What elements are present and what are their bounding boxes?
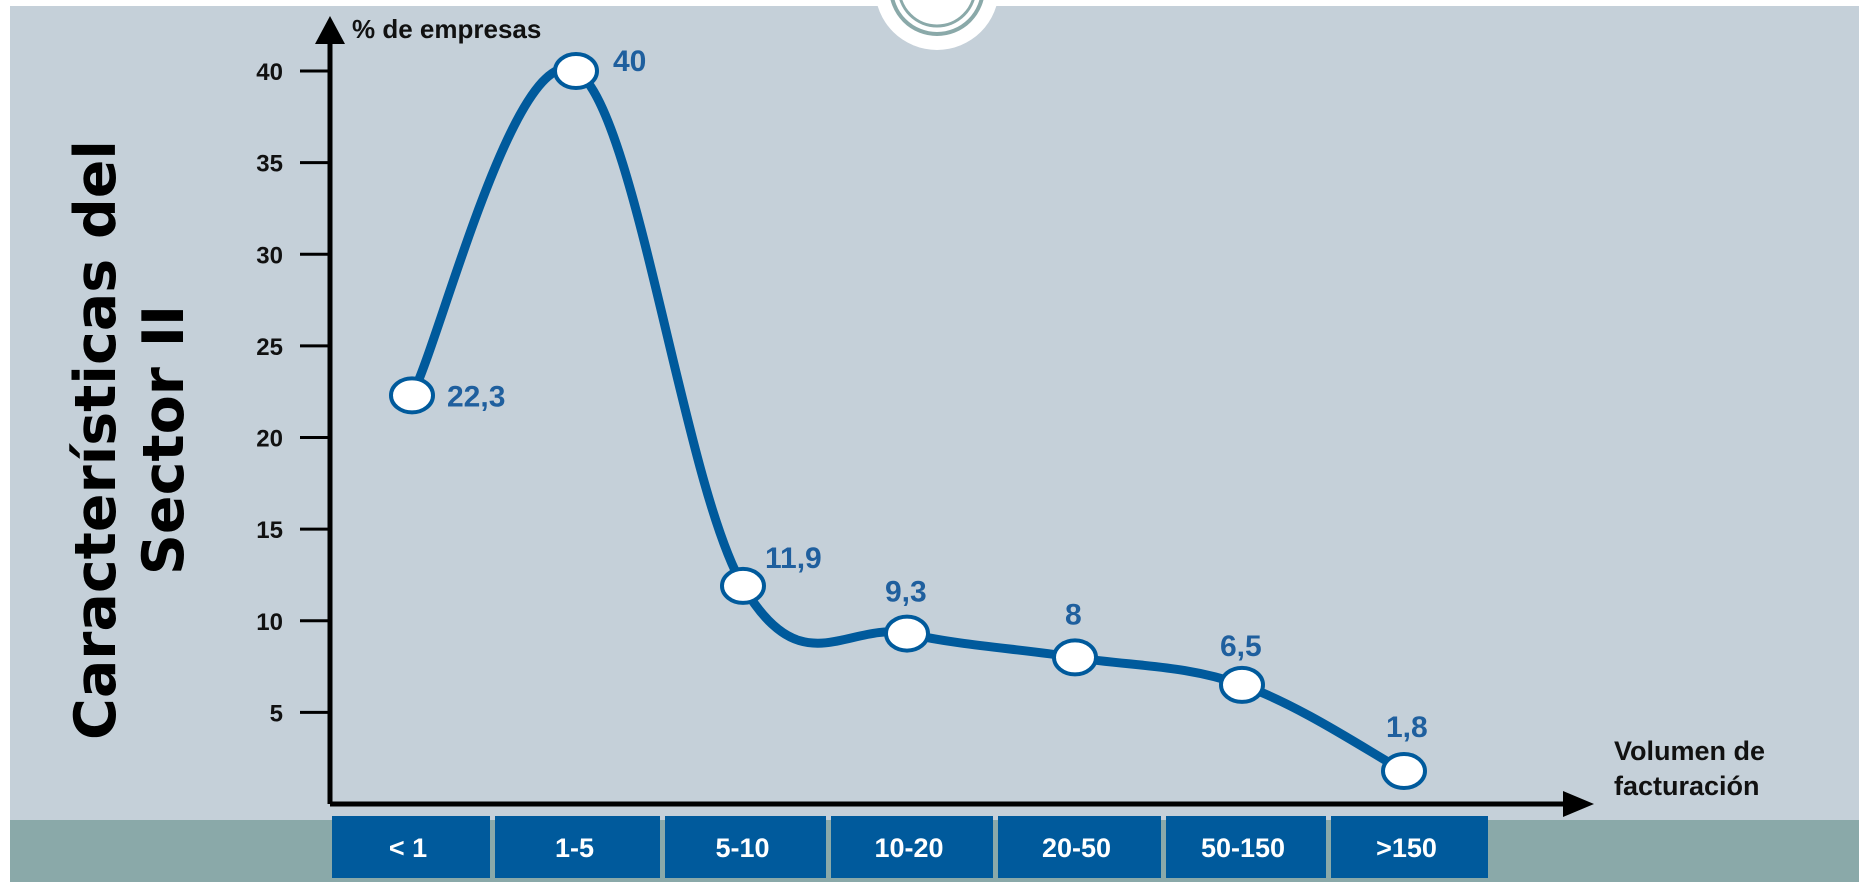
slide-title-line2: Sector II bbox=[131, 304, 197, 576]
series-line bbox=[407, 63, 1409, 776]
data-label: 8 bbox=[1065, 598, 1082, 631]
y-axis-arrow bbox=[315, 16, 345, 44]
y-tick-label: 30 bbox=[256, 242, 283, 269]
category-label: 5-10 bbox=[715, 833, 769, 863]
category-box bbox=[1331, 816, 1488, 878]
data-point bbox=[389, 376, 435, 415]
data-point bbox=[1219, 665, 1265, 704]
category-box bbox=[495, 816, 660, 878]
y-tick-label: 35 bbox=[256, 151, 283, 178]
category-box bbox=[831, 816, 993, 878]
data-point bbox=[553, 52, 599, 90]
category-label: 50-150 bbox=[1201, 833, 1285, 863]
data-point bbox=[1052, 638, 1098, 677]
y-tick-label: 40 bbox=[256, 59, 283, 86]
category-box bbox=[998, 816, 1161, 878]
data-point bbox=[884, 614, 930, 653]
left-border bbox=[0, 0, 10, 882]
data-point bbox=[1381, 752, 1427, 791]
category-label: 1-5 bbox=[555, 833, 594, 863]
x-axis-arrow bbox=[1563, 791, 1594, 817]
y-axis-label: % de empresas bbox=[352, 14, 541, 44]
x-axis-label: Volumen de facturación bbox=[1614, 734, 1844, 804]
category-box bbox=[332, 816, 490, 878]
y-tick-label: 5 bbox=[270, 700, 283, 727]
decorative-circle-ring bbox=[890, 0, 984, 36]
category-box bbox=[665, 816, 826, 878]
data-label: 11,9 bbox=[765, 542, 822, 575]
decorative-circle-ring-inner bbox=[899, 0, 975, 28]
y-tick-label: 10 bbox=[256, 609, 283, 636]
slide-title: Características del Sector II bbox=[0, 0, 260, 882]
y-tick-label: 15 bbox=[256, 517, 283, 544]
category-box bbox=[1166, 816, 1326, 878]
data-label: 6,5 bbox=[1220, 630, 1262, 663]
data-label: 22,3 bbox=[447, 380, 505, 413]
data-label: 40 bbox=[613, 45, 646, 78]
category-label: 10-20 bbox=[874, 833, 943, 863]
y-tick-label: 25 bbox=[256, 334, 283, 361]
category-label: < 1 bbox=[389, 833, 427, 863]
y-tick-label: 20 bbox=[256, 426, 283, 453]
slide-title-line1: Características del bbox=[63, 140, 129, 740]
category-label: 20-50 bbox=[1042, 833, 1111, 863]
data-label: 9,3 bbox=[885, 576, 927, 609]
data-label: 1,8 bbox=[1386, 711, 1428, 744]
data-point bbox=[720, 566, 766, 605]
category-label: >150 bbox=[1376, 833, 1437, 863]
